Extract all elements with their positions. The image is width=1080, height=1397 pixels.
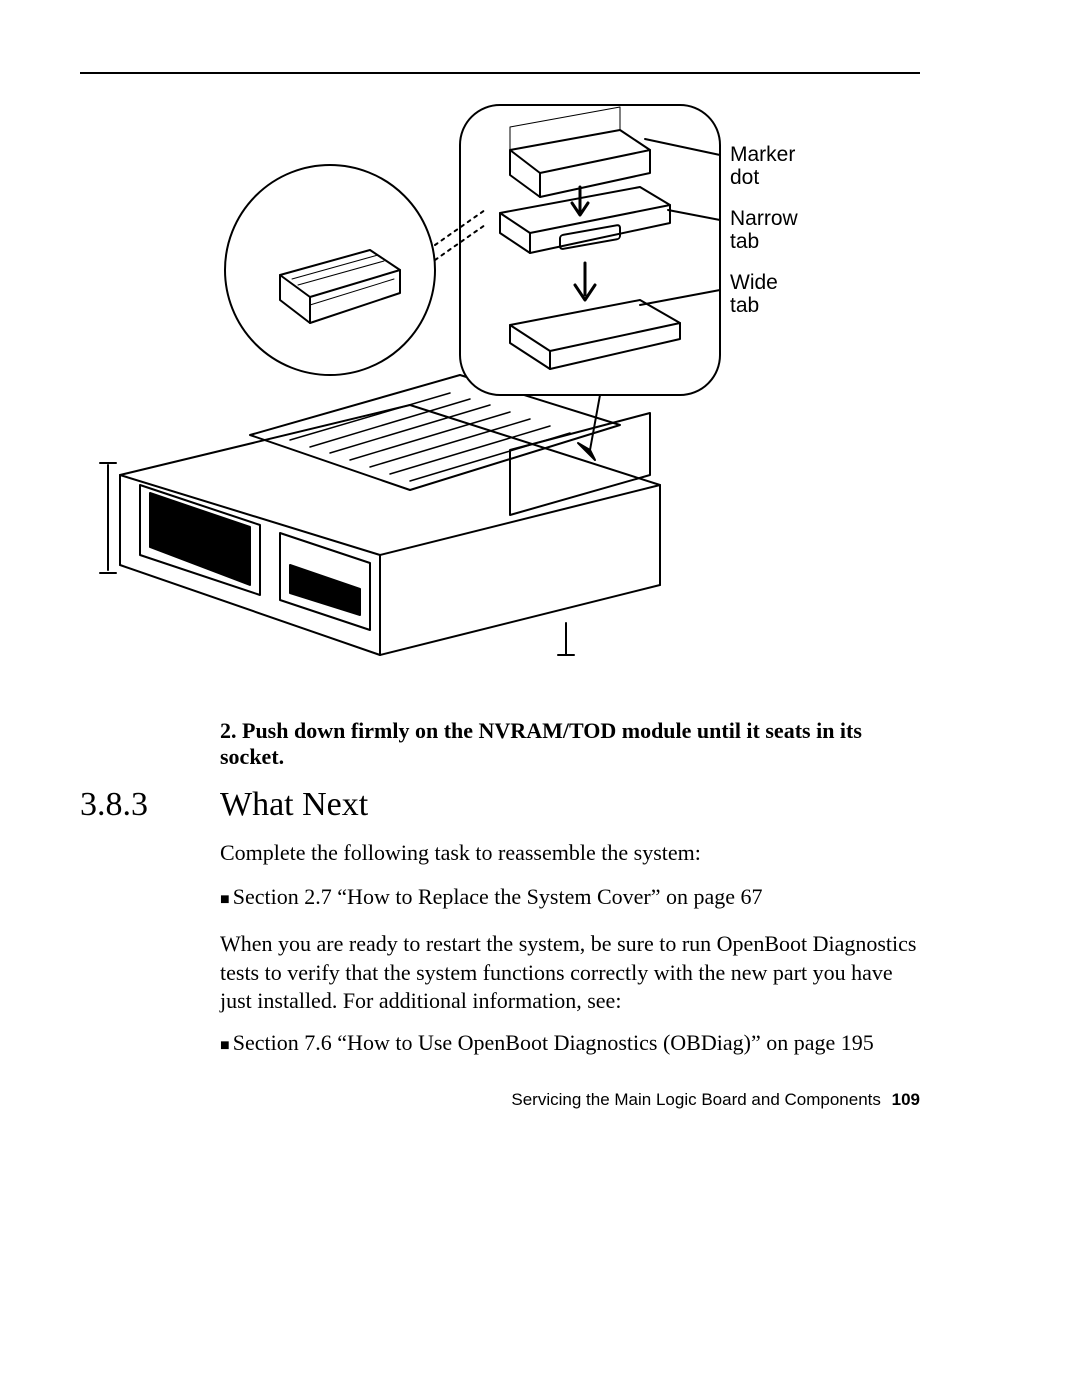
bullet-2: ■Section 7.6 “How to Use OpenBoot Diagno… bbox=[220, 1030, 920, 1056]
header-rule bbox=[80, 72, 920, 74]
bullet-1-text: Section 2.7 “How to Replace the System C… bbox=[233, 884, 763, 909]
bullet-square-icon: ■ bbox=[220, 891, 233, 909]
callout-wide-tab: Wide tab bbox=[730, 271, 778, 317]
intro-paragraph: Complete the following task to reassembl… bbox=[220, 840, 920, 866]
page-number: 109 bbox=[892, 1090, 920, 1109]
footer-text: Servicing the Main Logic Board and Compo… bbox=[511, 1090, 881, 1109]
section-title: What Next bbox=[220, 786, 368, 824]
callout-marker-dot: Marker dot bbox=[730, 143, 795, 189]
callout-narrow-tab: Narrow tab bbox=[730, 207, 798, 253]
bullet-2-text: Section 7.6 “How to Use OpenBoot Diagnos… bbox=[233, 1030, 874, 1055]
bullet-square-icon: ■ bbox=[220, 1037, 233, 1055]
section-number: 3.8.3 bbox=[80, 786, 148, 824]
nvram-install-figure: Marker dot Narrow tab Wide tab bbox=[80, 95, 920, 675]
page: Marker dot Narrow tab Wide tab 2. Push d… bbox=[0, 0, 1080, 1397]
page-footer: Servicing the Main Logic Board and Compo… bbox=[0, 1090, 920, 1110]
paragraph-2: When you are ready to restart the system… bbox=[220, 930, 920, 1016]
step-2-text: 2. Push down firmly on the NVRAM/TOD mod… bbox=[220, 718, 920, 770]
bullet-1: ■Section 2.7 “How to Replace the System … bbox=[220, 884, 920, 910]
